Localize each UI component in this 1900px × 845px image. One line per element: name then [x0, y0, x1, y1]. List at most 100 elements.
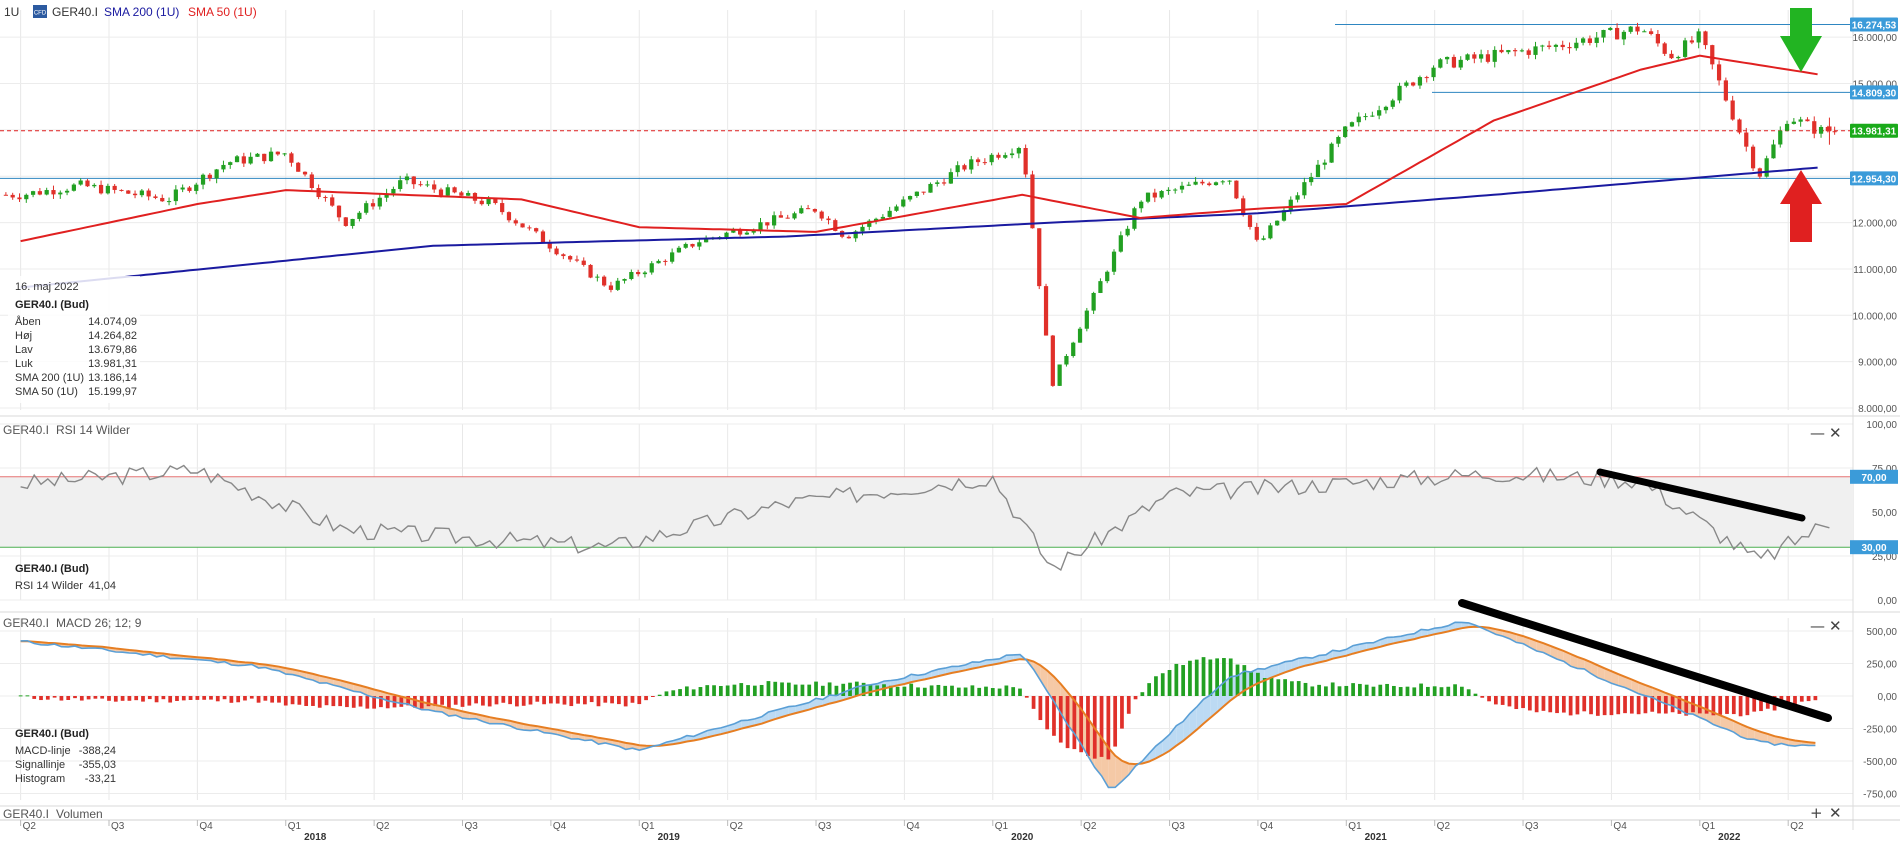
candle: [1077, 326, 1083, 343]
macd-histogram-bar: [1262, 678, 1267, 696]
macd-histogram-bar: [1541, 696, 1546, 711]
macd-histogram-bar: [1208, 659, 1213, 696]
candle-body: [663, 260, 668, 262]
candle-body: [71, 184, 76, 191]
candle: [792, 211, 797, 220]
macd-title-symbol: GER40.I: [3, 616, 49, 630]
candle: [139, 189, 144, 198]
candle: [1506, 49, 1511, 55]
candle: [248, 152, 253, 165]
period-label[interactable]: 1U: [4, 5, 19, 19]
candle-body: [805, 208, 811, 210]
macd-histogram-bar: [467, 696, 472, 706]
candle-body: [1431, 67, 1436, 78]
candle: [1411, 81, 1416, 87]
macd-histogram-bar: [1385, 683, 1389, 696]
year-label: 2020: [1011, 832, 1034, 843]
macd-fill: [1727, 718, 1734, 733]
candle-body: [1254, 226, 1259, 240]
candle: [1383, 105, 1389, 114]
candle: [194, 182, 199, 195]
candle: [812, 208, 818, 214]
candle: [160, 194, 165, 202]
macd-fill: [1291, 658, 1299, 670]
candle: [962, 163, 967, 172]
macd-histogram-bar: [1126, 696, 1131, 714]
macd-close-button[interactable]: ✕: [1829, 617, 1842, 635]
rsi-close-button[interactable]: ✕: [1829, 424, 1842, 442]
macd-histogram-bar: [1419, 683, 1423, 696]
candle-body: [1139, 201, 1144, 209]
candle: [1404, 80, 1409, 88]
macd-legend-title: GER40.I (Bud): [15, 728, 89, 740]
macd-histogram-bar: [1249, 672, 1253, 696]
macd-y-axis: 500,00 250,00 0,00 -250,00 -500,00 -750,00: [1863, 627, 1897, 801]
macd-histogram-bar: [1738, 696, 1743, 717]
macd-histogram-bar: [1188, 660, 1192, 696]
candle-body: [697, 242, 702, 247]
sma50-label[interactable]: SMA 50 (1U): [188, 5, 257, 19]
candle: [1730, 95, 1735, 121]
macd-histogram-bar: [1099, 696, 1104, 757]
volume-add-button[interactable]: +: [1810, 804, 1823, 822]
symbol-logo-icon: [33, 5, 47, 18]
macd-histogram-bar: [379, 696, 383, 708]
price-panel[interactable]: [0, 22, 1853, 387]
candle-body: [486, 198, 491, 205]
macd-histogram-bar: [583, 696, 587, 705]
price-tag-label: 12.954,30: [1852, 174, 1897, 185]
symbol-name[interactable]: GER40.I: [52, 5, 98, 19]
candle-body: [350, 218, 355, 226]
macd-histogram-bar: [549, 696, 553, 704]
candle: [622, 278, 627, 284]
macd-histogram-bar: [249, 696, 254, 699]
candle-body: [812, 209, 818, 212]
macd-histogram-bar: [338, 696, 343, 707]
candle: [30, 190, 36, 198]
candle-body: [1349, 122, 1355, 127]
candle: [561, 253, 566, 260]
macd-histogram-bar: [664, 691, 669, 696]
macd-histogram-bar: [854, 681, 859, 696]
macd-histogram-bar: [481, 696, 485, 706]
rsi-band: [0, 476, 1853, 548]
macd-histogram-bar: [494, 696, 499, 705]
macd-histogram-bar: [922, 687, 927, 696]
macd-histogram-bar: [331, 696, 336, 707]
candle-body: [948, 172, 953, 184]
macd-panel[interactable]: [18, 621, 1818, 789]
candle-body: [1710, 45, 1715, 65]
price-tag-label: 13.981,31: [1852, 127, 1897, 138]
candle-body: [1601, 29, 1606, 38]
candle: [1479, 49, 1484, 63]
macd-histogram-bar: [644, 696, 648, 701]
candle-body: [1655, 33, 1660, 44]
quarter-label: Q2: [1083, 821, 1097, 832]
macd-histogram-bar: [1174, 663, 1179, 696]
candle-body: [1560, 44, 1565, 48]
macd-histogram-bar: [623, 696, 628, 707]
candle: [1601, 29, 1606, 43]
trendline-drawings[interactable]: [1458, 468, 1832, 722]
candle-body: [112, 185, 117, 190]
macd-minimize-button[interactable]: —: [1810, 617, 1825, 635]
macd-histogram-bar: [712, 685, 716, 696]
macd-histogram-bar: [1344, 685, 1349, 696]
macd-histogram-bar: [630, 696, 635, 703]
candle-body: [343, 217, 348, 226]
macd-histogram-bar: [950, 685, 954, 696]
sma200-label[interactable]: SMA 200 (1U): [104, 5, 179, 19]
macd-histogram-bar: [1303, 682, 1308, 696]
rsi-minimize-button[interactable]: —: [1810, 424, 1825, 442]
chart-header: 1U CFD GER40.I SMA 200 (1U) SMA 50 (1U): [4, 5, 257, 19]
volume-close-button[interactable]: ✕: [1829, 804, 1842, 822]
macd-histogram-bar: [93, 696, 98, 699]
macd-histogram-bar: [304, 696, 309, 706]
rsi-panel[interactable]: [0, 464, 1853, 572]
macd-histogram-bar: [684, 686, 689, 696]
candle: [445, 184, 450, 197]
candle: [1540, 44, 1545, 52]
macd-histogram-bar: [725, 685, 730, 696]
macd-tick-label: -750,00: [1863, 790, 1897, 801]
